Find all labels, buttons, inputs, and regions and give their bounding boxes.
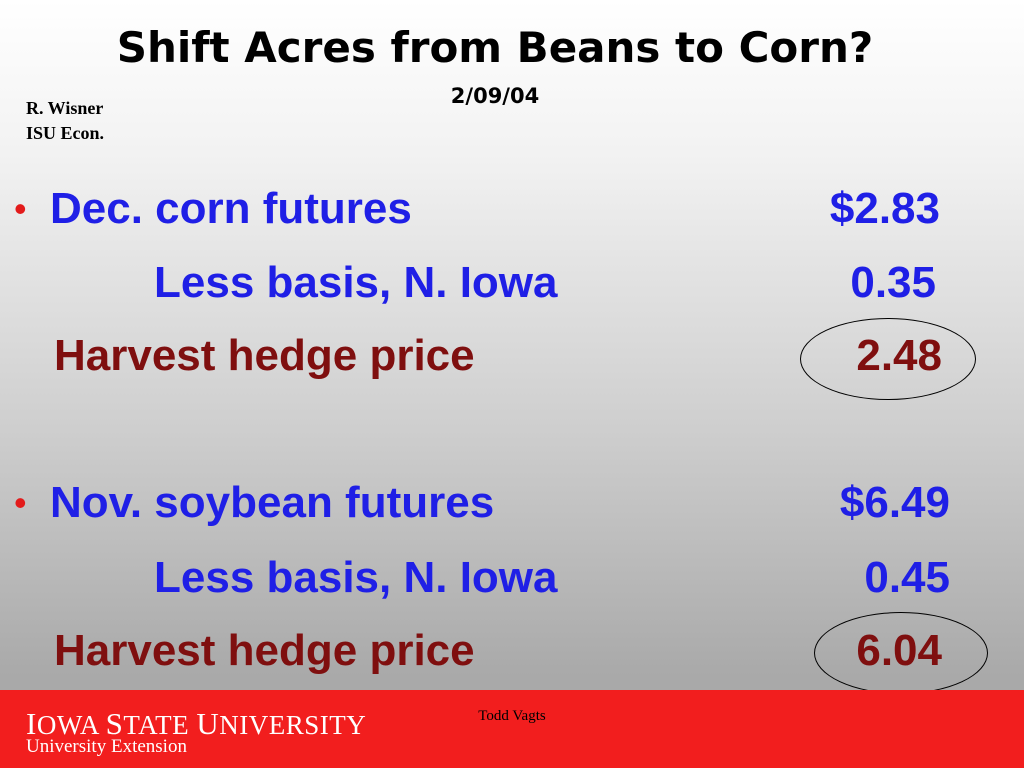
soybean-basis-value: 0.45	[864, 553, 950, 602]
corn-hedge-circle	[800, 318, 976, 400]
corn-futures-value: $2.83	[829, 184, 940, 233]
university-wordmark: IOWA STATE UNIVERSITY	[26, 706, 366, 742]
soybean-hedge-value: 6.04	[856, 626, 942, 675]
university-extension: University Extension	[26, 736, 187, 757]
wordmark-s: S	[105, 706, 124, 741]
wordmark-owa: OWA	[36, 710, 106, 740]
soybean-futures-value: $6.49	[839, 478, 950, 527]
corn-hedge-label: Harvest hedge price	[54, 331, 475, 380]
soybean-hedge-label: Harvest hedge price	[54, 626, 475, 675]
soybean-basis-label: Less basis, N. Iowa	[154, 553, 558, 602]
bullet-corn: •	[14, 188, 27, 229]
author-block: R. Wisner ISU Econ.	[26, 96, 104, 146]
corn-basis-label: Less basis, N. Iowa	[154, 258, 558, 307]
wordmark-i: I	[26, 706, 37, 741]
bullet-soybean: •	[14, 482, 27, 523]
presenter-name: Todd Vagts	[478, 708, 546, 724]
corn-basis-value: 0.35	[850, 258, 936, 307]
slide-date: 2/09/04	[450, 84, 540, 108]
author-name: R. Wisner	[26, 98, 104, 118]
wordmark-u: U	[196, 706, 220, 741]
author-affiliation: ISU Econ.	[26, 123, 105, 143]
corn-futures-label: Dec. corn futures	[50, 184, 412, 233]
corn-hedge-value: 2.48	[856, 331, 942, 380]
slide-title: Shift Acres from Beans to Corn?	[116, 23, 874, 72]
wordmark-niversity: NIVERSITY	[219, 710, 367, 740]
wordmark-tate: TATE	[123, 710, 197, 740]
footer-band	[0, 690, 1024, 768]
soybean-futures-label: Nov. soybean futures	[50, 478, 495, 527]
